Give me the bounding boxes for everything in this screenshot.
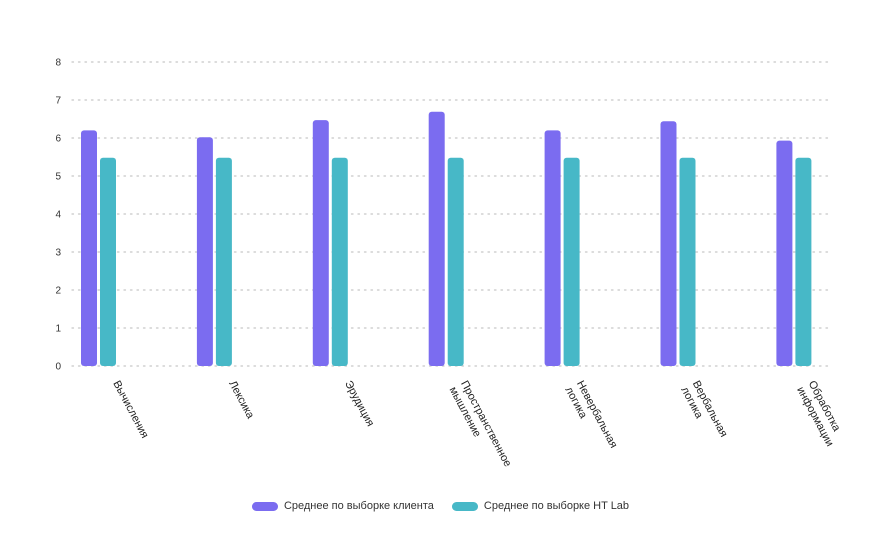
x-tick-label-1: Лексика [226, 379, 256, 422]
chart: 0 1 2 3 4 5 6 7 8 Вычисления Лексика Эрудиция Простр… [55, 58, 847, 475]
bar-s1-c0[interactable] [100, 157, 116, 366]
x-tick-label-6: Обработкаинформации [794, 379, 847, 449]
bar-s1-c6[interactable] [795, 157, 812, 366]
y-tick-label-7: 7 [55, 96, 61, 107]
bar-s0-c6[interactable] [776, 140, 793, 366]
x-tick-label-0: Вычисления [110, 379, 150, 441]
bar-s1-c4[interactable] [563, 157, 580, 366]
bar-s0-c1[interactable] [196, 137, 213, 366]
bar-s0-c5[interactable] [660, 121, 677, 366]
legend-item-client[interactable]: Среднее по выборке клиента [251, 500, 434, 512]
y-tick-label-8: 8 [55, 58, 61, 69]
bar-s0-c3[interactable] [428, 111, 445, 366]
legend-swatch-htlab [451, 501, 478, 511]
y-tick-label-6: 6 [55, 134, 61, 145]
y-tick-label-3: 3 [55, 248, 61, 259]
x-tick-label-4: Невербальнаялогика [562, 379, 619, 457]
bar-s0-c0[interactable] [81, 130, 97, 366]
legend: Среднее по выборке клиента Среднее по вы… [0, 500, 881, 512]
bar-s0-c2[interactable] [312, 120, 329, 366]
legend-swatch-client [251, 501, 278, 511]
bar-s1-c1[interactable] [215, 157, 232, 366]
legend-label-client: Среднее по выборке клиента [283, 500, 434, 512]
legend-item-htlab[interactable]: Среднее по выборке HT Lab [451, 500, 630, 512]
legend-label-htlab: Среднее по выборке HT Lab [483, 500, 630, 512]
bar-s1-c3[interactable] [447, 157, 464, 366]
x-tick-label-2: Эрудиция [342, 379, 376, 429]
y-tick-label-5: 5 [55, 172, 61, 183]
bar-s1-c5[interactable] [679, 157, 696, 366]
bar-s0-c4[interactable] [544, 130, 561, 366]
bar-s1-c2[interactable] [331, 157, 348, 366]
y-tick-label-2: 2 [55, 286, 61, 297]
x-tick-label-3: Пространственноемышление [447, 379, 514, 475]
y-tick-label-4: 4 [55, 210, 61, 221]
y-tick-label-0: 0 [55, 362, 61, 373]
x-tick-label-5: Вербальнаялогика [678, 379, 729, 446]
y-tick-label-1: 1 [55, 324, 61, 335]
